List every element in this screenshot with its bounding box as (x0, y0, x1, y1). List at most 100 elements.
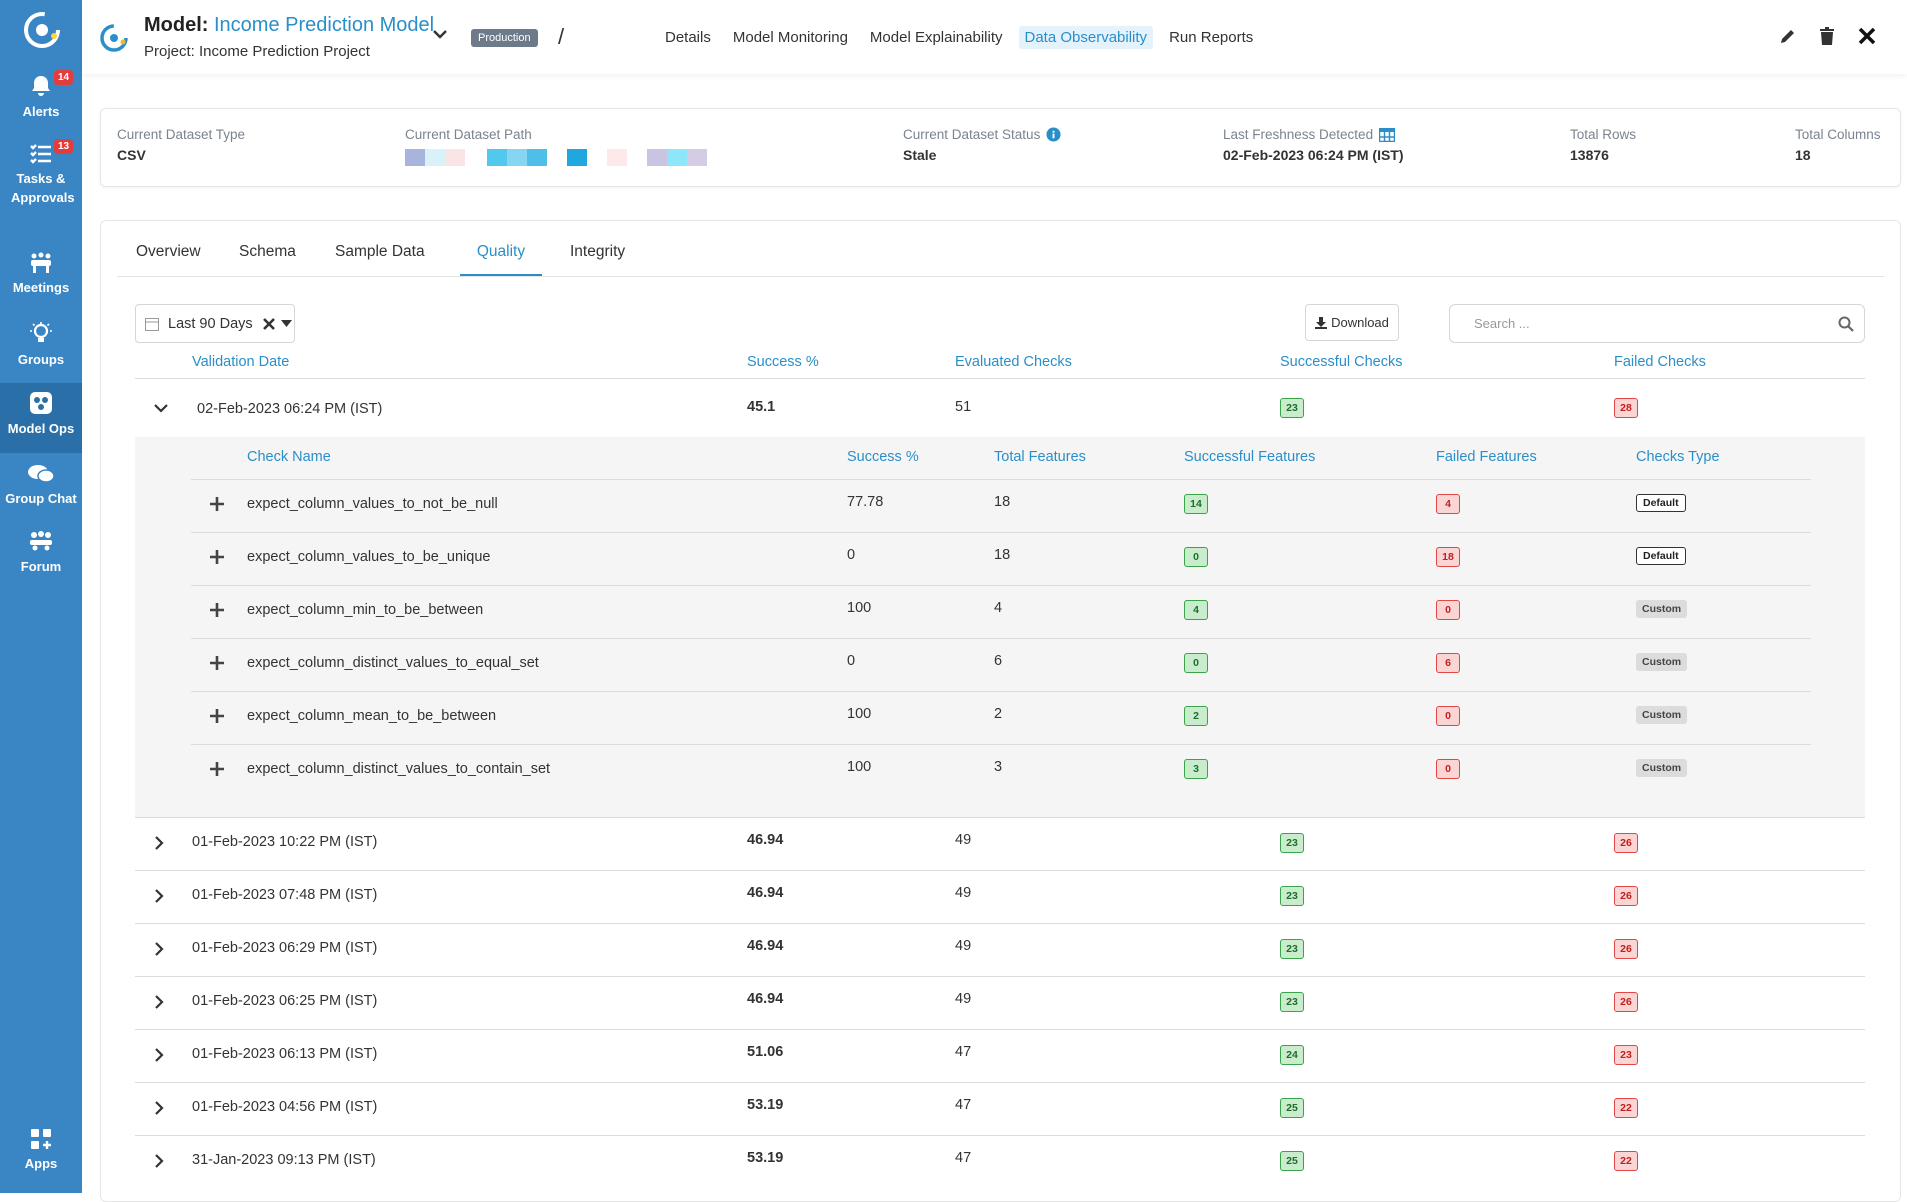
check-success: 0 (847, 547, 856, 563)
caret-down-icon[interactable] (280, 319, 292, 328)
tab-run-reports[interactable]: Run Reports (1169, 29, 1254, 46)
validation-date: 01-Feb-2023 10:22 PM (IST) (192, 834, 378, 850)
search-icon[interactable] (1838, 316, 1854, 332)
chevron-right-icon[interactable] (153, 1047, 165, 1063)
app-logo[interactable] (20, 8, 64, 52)
evaluated-checks: 51 (955, 399, 972, 415)
sidebar-item-groups[interactable]: Groups (0, 322, 82, 369)
check-type-badge: Custom (1636, 759, 1688, 777)
validation-table-header: Validation Date Success % Evaluated Chec… (135, 346, 1865, 379)
failed-badge: 26 (1614, 833, 1638, 853)
col-successful[interactable]: Successful Checks (1280, 354, 1403, 370)
table-row[interactable]: 01-Feb-2023 06:29 PM (IST) 46.94 49 23 2… (135, 924, 1865, 977)
col-check-success[interactable]: Success % (847, 449, 919, 465)
check-name: expect_column_distinct_values_to_equal_s… (247, 655, 539, 671)
expand-plus-icon[interactable] (209, 761, 225, 777)
delete-icon[interactable] (1819, 27, 1835, 45)
tab-model-monitoring[interactable]: Model Monitoring (732, 29, 848, 46)
sidebar-item-alerts[interactable]: 14 Alerts (0, 70, 82, 121)
table-row[interactable]: 01-Feb-2023 04:56 PM (IST) 53.19 47 25 2… (135, 1083, 1865, 1136)
chevron-right-icon[interactable] (153, 994, 165, 1010)
table-icon[interactable] (1379, 127, 1396, 142)
col-successful-features[interactable]: Successful Features (1184, 449, 1316, 465)
dataset-status-value: Stale (903, 147, 937, 163)
tab-data-observability[interactable]: Data Observability (1018, 26, 1154, 49)
chevron-down-icon[interactable] (153, 402, 169, 414)
subtab-sample-data[interactable]: Sample Data (335, 243, 425, 260)
table-row[interactable]: 01-Feb-2023 10:22 PM (IST) 46.94 49 23 2… (135, 818, 1865, 871)
failed-features-badge: 0 (1436, 759, 1460, 779)
header-actions (1779, 26, 1877, 46)
date-range-filter[interactable]: Last 90 Days (135, 304, 295, 343)
subtab-overview[interactable]: Overview (136, 243, 201, 260)
tab-model-explainability[interactable]: Model Explainability (869, 29, 1003, 46)
col-total-features[interactable]: Total Features (994, 449, 1086, 465)
successful-badge: 23 (1280, 398, 1304, 418)
sidebar-item-group-chat[interactable]: Group Chat (0, 463, 82, 508)
table-row[interactable]: 31-Jan-2023 09:13 PM (IST) 53.19 47 25 2… (135, 1136, 1865, 1188)
download-button[interactable]: Download (1305, 304, 1399, 341)
dataset-type-value: CSV (117, 147, 146, 163)
table-row[interactable]: 01-Feb-2023 06:25 PM (IST) 46.94 49 23 2… (135, 977, 1865, 1030)
expand-plus-icon[interactable] (209, 496, 225, 512)
chevron-right-icon[interactable] (153, 1153, 165, 1169)
col-check-name[interactable]: Check Name (247, 449, 331, 465)
table-row[interactable]: 01-Feb-2023 07:48 PM (IST) 46.94 49 23 2… (135, 871, 1865, 924)
search-input[interactable] (1472, 315, 1816, 332)
table-row[interactable]: 02-Feb-2023 06:24 PM (IST) 45.1 51 23 28 (135, 385, 1865, 438)
header-tabs: Details Model Monitoring Model Explainab… (649, 26, 1259, 49)
check-row[interactable]: expect_column_values_to_be_unique 0 18 0… (191, 533, 1811, 586)
sidebar-item-model-ops[interactable]: Model Ops (0, 383, 82, 453)
sidebar-item-forum[interactable]: Forum (0, 531, 82, 576)
edit-icon[interactable] (1779, 27, 1797, 45)
validation-date: 01-Feb-2023 06:29 PM (IST) (192, 940, 378, 956)
sidebar-item-label: Alerts (22, 104, 60, 119)
check-type-badge: Custom (1636, 706, 1688, 724)
success-pct: 46.94 (747, 885, 784, 901)
dataset-path-redacted (405, 149, 707, 166)
check-total: 18 (994, 547, 1011, 563)
subtab-quality[interactable]: Quality (460, 243, 542, 276)
chevron-down-icon[interactable] (432, 28, 448, 40)
check-row[interactable]: expect_column_distinct_values_to_equal_s… (191, 639, 1811, 692)
sidebar-item-apps[interactable]: Apps (0, 1128, 82, 1173)
check-row[interactable]: expect_column_distinct_values_to_contain… (191, 745, 1811, 797)
validation-date: 31-Jan-2023 09:13 PM (IST) (192, 1152, 376, 1168)
col-checks-type[interactable]: Checks Type (1636, 449, 1720, 465)
chevron-right-icon[interactable] (153, 835, 165, 851)
check-success: 100 (847, 706, 872, 722)
check-row[interactable]: expect_column_mean_to_be_between 100 2 2… (191, 692, 1811, 745)
success-pct: 46.94 (747, 832, 784, 848)
close-icon[interactable] (1857, 26, 1877, 46)
expand-plus-icon[interactable] (209, 708, 225, 724)
info-icon[interactable] (1046, 127, 1061, 142)
tab-details[interactable]: Details (665, 29, 711, 46)
chevron-right-icon[interactable] (153, 941, 165, 957)
table-row[interactable]: 01-Feb-2023 06:13 PM (IST) 51.06 47 24 2… (135, 1030, 1865, 1083)
model-prefix: Model: (144, 14, 209, 36)
evaluated-checks: 49 (955, 991, 972, 1007)
expand-plus-icon[interactable] (209, 549, 225, 565)
col-validation-date[interactable]: Validation Date (192, 354, 290, 370)
check-row[interactable]: expect_column_min_to_be_between 100 4 4 … (191, 586, 1811, 639)
expand-plus-icon[interactable] (209, 602, 225, 618)
total-rows-label: Total Rows (1570, 127, 1637, 142)
sidebar-item-meetings[interactable]: Meetings (0, 252, 82, 297)
header: Model: Income Prediction Model Project: … (82, 0, 1907, 74)
col-failed-features[interactable]: Failed Features (1436, 449, 1537, 465)
check-row[interactable]: expect_column_values_to_not_be_null 77.7… (191, 480, 1811, 533)
checklist-icon (30, 144, 51, 164)
subtab-integrity[interactable]: Integrity (570, 243, 626, 260)
sidebar-item-label: Groups (17, 352, 65, 367)
sidebar-item-tasks[interactable]: 13 Tasks & Approvals (0, 139, 82, 207)
success-pct: 53.19 (747, 1097, 784, 1113)
chevron-right-icon[interactable] (153, 888, 165, 904)
col-success[interactable]: Success % (747, 354, 819, 370)
sidebar-item-label: Apps (24, 1156, 58, 1171)
subtab-schema[interactable]: Schema (239, 243, 296, 260)
col-evaluated[interactable]: Evaluated Checks (955, 354, 1072, 370)
clear-icon[interactable] (262, 317, 275, 330)
chevron-right-icon[interactable] (153, 1100, 165, 1116)
expand-plus-icon[interactable] (209, 655, 225, 671)
col-failed[interactable]: Failed Checks (1614, 354, 1706, 370)
